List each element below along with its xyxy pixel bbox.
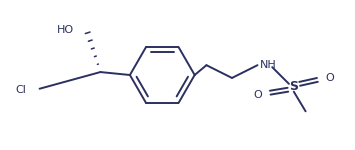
Text: Cl: Cl xyxy=(15,85,26,95)
Text: O: O xyxy=(254,90,262,100)
Text: HO: HO xyxy=(57,25,74,35)
Text: O: O xyxy=(325,73,334,83)
Text: S: S xyxy=(289,80,298,93)
Text: NH: NH xyxy=(260,60,276,70)
